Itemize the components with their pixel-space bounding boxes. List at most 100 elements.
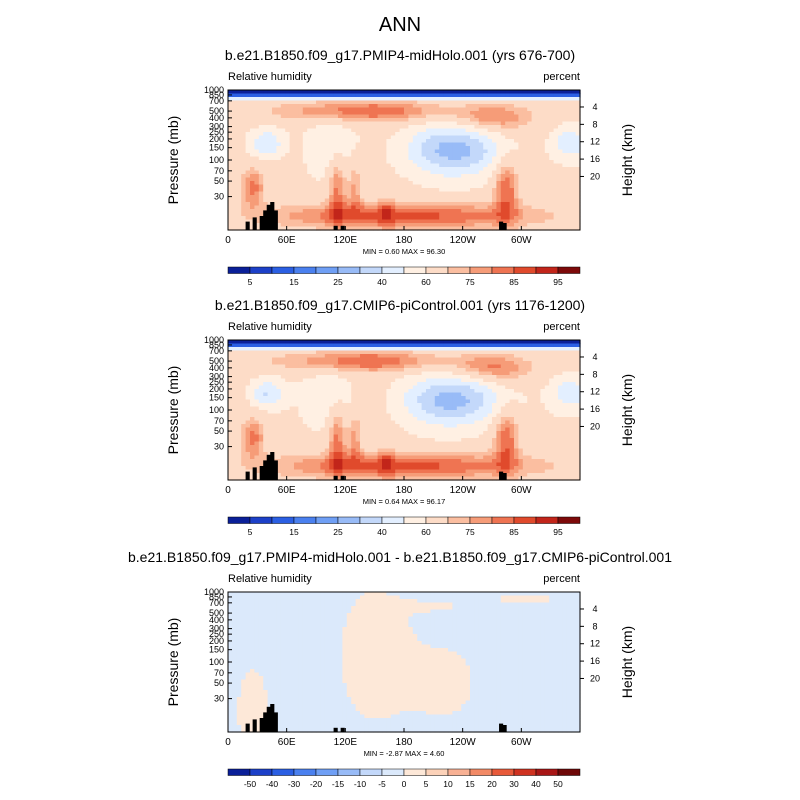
field-cell: [342, 114, 348, 119]
field-cell: [474, 135, 480, 140]
field-cell: [333, 188, 339, 193]
field-cell: [368, 368, 374, 373]
field-cell: [448, 107, 453, 112]
field-cell: [338, 361, 343, 366]
field-cell: [509, 118, 515, 123]
field-cell: [430, 385, 436, 390]
field-cell: [355, 111, 361, 116]
field-cell: [298, 132, 304, 137]
field-cell: [496, 121, 502, 126]
field-cell: [355, 139, 361, 144]
field-cell: [272, 399, 277, 404]
field-cell: [298, 177, 304, 182]
field-cell: [390, 205, 396, 210]
field-cell: [272, 350, 277, 355]
y-tick-label: 500: [209, 106, 224, 116]
field-cell: [553, 195, 559, 200]
field-cell: [470, 399, 475, 404]
field-cell: [254, 198, 260, 203]
field-cell: [333, 121, 339, 126]
field-cell: [241, 93, 247, 98]
field-cell: [417, 399, 423, 404]
field-cell: [258, 382, 264, 387]
field-cell: [439, 114, 445, 119]
field-cell: [342, 107, 348, 112]
field-cell: [241, 219, 247, 224]
field-cell: [386, 205, 392, 210]
field-cell: [439, 396, 445, 401]
field-cell: [294, 181, 299, 186]
field-cell: [412, 125, 418, 130]
field-cell: [241, 188, 247, 193]
field-cell: [338, 378, 343, 383]
field-cell: [421, 392, 427, 397]
field-cell: [276, 392, 282, 397]
field-cell: [527, 191, 533, 196]
field-cell: [377, 90, 383, 95]
field-cell: [272, 347, 277, 352]
field-cell: [540, 156, 546, 161]
field-cell: [386, 104, 392, 109]
field-cell: [571, 181, 577, 186]
field-cell: [302, 100, 308, 105]
field-cell: [531, 132, 537, 137]
field-cell: [346, 195, 352, 200]
field-cell: [338, 350, 343, 355]
field-cell: [448, 226, 453, 231]
field-cell: [250, 347, 255, 352]
field-cell: [342, 121, 348, 126]
field-cell: [478, 378, 484, 383]
field-cell: [294, 153, 299, 158]
field-cell: [443, 153, 449, 158]
field-cell: [377, 128, 383, 133]
field-cell: [395, 104, 401, 109]
field-cell: [324, 406, 330, 411]
field-cell: [509, 375, 515, 380]
field-cell: [368, 104, 374, 109]
field-cell: [368, 340, 374, 345]
field-cell: [426, 139, 431, 144]
field-cell: [360, 188, 365, 193]
field-cell: [272, 410, 277, 415]
field-cell: [245, 160, 251, 165]
field-cell: [452, 181, 458, 186]
field-cell: [311, 170, 317, 175]
field-cell: [487, 167, 493, 172]
field-cell: [448, 114, 453, 119]
field-cell: [478, 142, 484, 147]
field-cell: [316, 354, 321, 359]
field-cell: [241, 209, 247, 214]
field-cell: [408, 146, 414, 151]
field-cell: [412, 181, 418, 186]
field-cell: [245, 132, 251, 137]
field-cell: [553, 93, 559, 98]
field-cell: [562, 385, 568, 390]
field-cell: [258, 146, 264, 151]
field-cell: [232, 184, 238, 189]
field-cell: [395, 382, 401, 387]
field-cell: [456, 156, 462, 161]
field-cell: [470, 191, 475, 196]
field-cell: [470, 118, 475, 123]
field-cell: [272, 125, 277, 130]
field-cell: [232, 146, 238, 151]
field-cell: [487, 146, 493, 151]
field-cell: [267, 340, 273, 345]
field-cell: [443, 205, 449, 210]
field-cell: [232, 142, 238, 147]
field-cell: [329, 135, 335, 140]
field-cell: [443, 371, 449, 376]
field-cell: [276, 111, 282, 116]
field-cell: [302, 90, 308, 95]
field-cell: [399, 378, 405, 383]
field-cell: [377, 188, 383, 193]
field-cell: [417, 403, 423, 408]
field-cell: [241, 223, 247, 228]
field-cell: [346, 226, 352, 231]
field-cell: [465, 174, 471, 179]
field-cell: [338, 403, 343, 408]
field-cell: [514, 347, 519, 352]
field-cell: [263, 93, 269, 98]
field-cell: [329, 142, 335, 147]
field-cell: [241, 125, 247, 130]
